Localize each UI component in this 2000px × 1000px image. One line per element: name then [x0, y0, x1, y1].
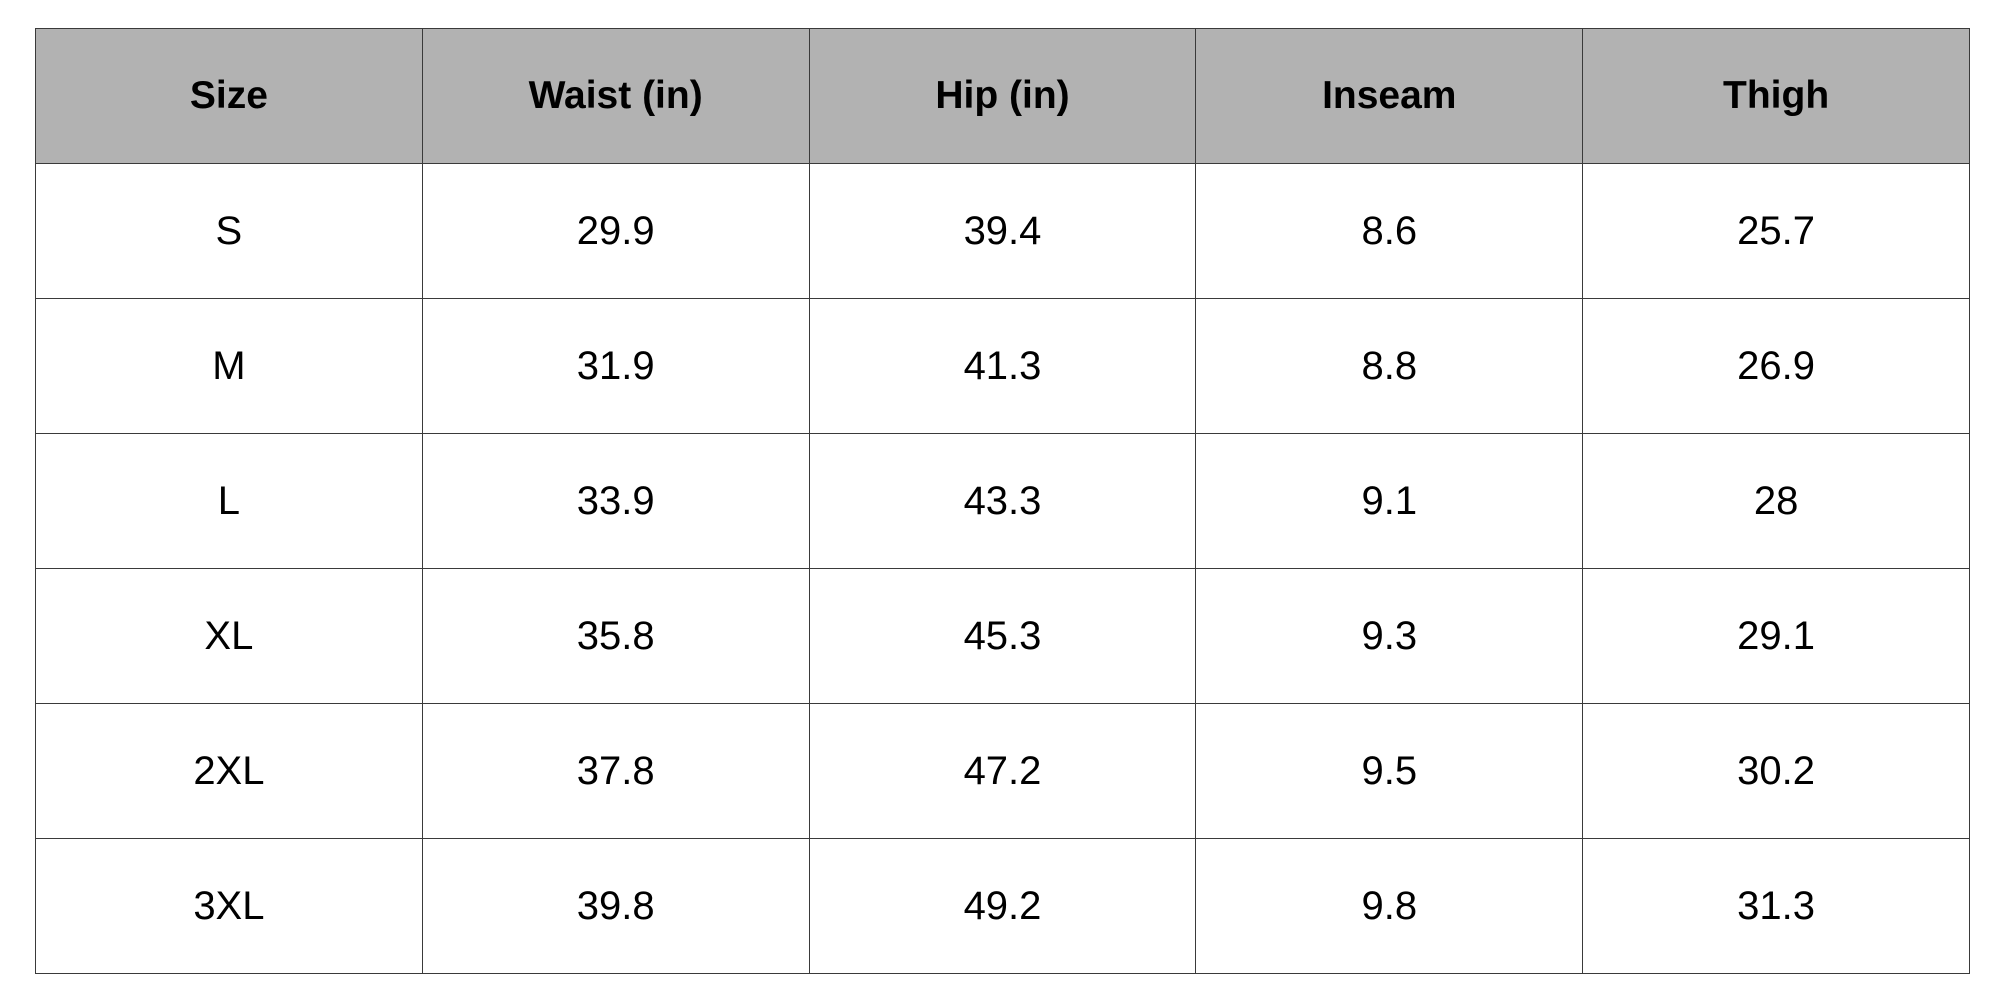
thigh-cell: 28 — [1582, 433, 1970, 569]
waist-cell: 39.8 — [421, 838, 810, 974]
thigh-cell: 30.2 — [1582, 703, 1970, 839]
hip-cell: 39.4 — [808, 163, 1197, 299]
inseam-cell: 9.5 — [1195, 703, 1584, 839]
header-row: Size Waist (in) Hip (in) Inseam Thigh — [35, 28, 1970, 164]
column-header-waist: Waist (in) — [421, 28, 810, 164]
size-cell: 3XL — [35, 838, 423, 974]
size-cell: S — [35, 163, 423, 299]
table-row: M 31.9 41.3 8.8 26.9 — [35, 298, 1970, 434]
inseam-cell: 8.8 — [1195, 298, 1584, 434]
size-cell: L — [35, 433, 423, 569]
hip-cell: 43.3 — [808, 433, 1197, 569]
inseam-cell: 9.1 — [1195, 433, 1584, 569]
table-row: S 29.9 39.4 8.6 25.7 — [35, 163, 1970, 299]
waist-cell: 31.9 — [421, 298, 810, 434]
table-body: S 29.9 39.4 8.6 25.7 M 31.9 41.3 8.8 26.… — [35, 163, 1970, 974]
thigh-cell: 31.3 — [1582, 838, 1970, 974]
hip-cell: 45.3 — [808, 568, 1197, 704]
column-header-inseam: Inseam — [1195, 28, 1584, 164]
size-chart-table: Size Waist (in) Hip (in) Inseam Thigh S … — [35, 28, 1970, 974]
column-header-size: Size — [35, 28, 423, 164]
table-header: Size Waist (in) Hip (in) Inseam Thigh — [35, 28, 1970, 164]
thigh-cell: 26.9 — [1582, 298, 1970, 434]
table-row: 2XL 37.8 47.2 9.5 30.2 — [35, 703, 1970, 839]
inseam-cell: 8.6 — [1195, 163, 1584, 299]
waist-cell: 33.9 — [421, 433, 810, 569]
size-cell: 2XL — [35, 703, 423, 839]
waist-cell: 29.9 — [421, 163, 810, 299]
table-row: XL 35.8 45.3 9.3 29.1 — [35, 568, 1970, 704]
column-header-hip: Hip (in) — [808, 28, 1197, 164]
hip-cell: 49.2 — [808, 838, 1197, 974]
inseam-cell: 9.3 — [1195, 568, 1584, 704]
table-row: 3XL 39.8 49.2 9.8 31.3 — [35, 838, 1970, 974]
waist-cell: 35.8 — [421, 568, 810, 704]
inseam-cell: 9.8 — [1195, 838, 1584, 974]
waist-cell: 37.8 — [421, 703, 810, 839]
size-cell: M — [35, 298, 423, 434]
thigh-cell: 25.7 — [1582, 163, 1970, 299]
hip-cell: 47.2 — [808, 703, 1197, 839]
size-cell: XL — [35, 568, 423, 704]
thigh-cell: 29.1 — [1582, 568, 1970, 704]
table-row: L 33.9 43.3 9.1 28 — [35, 433, 1970, 569]
column-header-thigh: Thigh — [1582, 28, 1970, 164]
hip-cell: 41.3 — [808, 298, 1197, 434]
